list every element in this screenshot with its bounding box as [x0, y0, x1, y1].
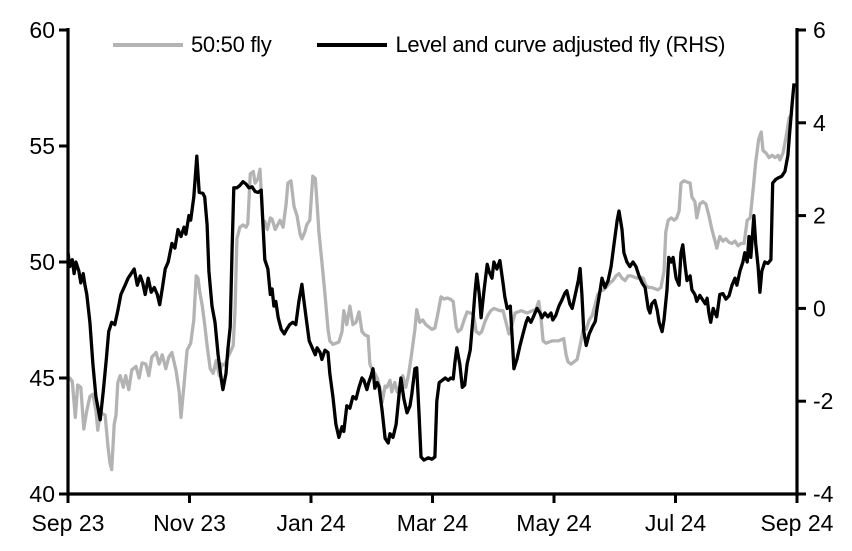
chart-legend: 50:50 fly Level and curve adjusted fly (… [113, 32, 726, 57]
svg-text:40: 40 [29, 481, 55, 507]
legend-item-5050-fly: 50:50 fly [113, 32, 272, 57]
svg-text:Jul 24: Jul 24 [645, 510, 707, 536]
svg-text:60: 60 [29, 17, 55, 43]
svg-text:45: 45 [29, 365, 55, 391]
legend-item-adjusted-fly: Level and curve adjusted fly (RHS) [317, 32, 726, 57]
svg-text:4: 4 [813, 110, 826, 136]
svg-text:50: 50 [29, 249, 55, 275]
svg-text:6: 6 [813, 17, 826, 43]
black-line-swatch [317, 43, 388, 47]
svg-text:Sep 23: Sep 23 [32, 510, 105, 536]
svg-text:May 24: May 24 [516, 510, 592, 536]
legend-label-adjusted-fly: Level and curve adjusted fly (RHS) [395, 32, 726, 57]
svg-text:2: 2 [813, 203, 826, 229]
svg-text:Jan 24: Jan 24 [276, 510, 345, 536]
legend-label-5050-fly: 50:50 fly [191, 32, 272, 57]
svg-text:55: 55 [29, 133, 55, 159]
svg-text:-2: -2 [813, 388, 833, 414]
svg-text:0: 0 [813, 295, 826, 321]
svg-text:-4: -4 [813, 481, 834, 507]
svg-text:Mar 24: Mar 24 [397, 510, 469, 536]
svg-text:Nov 23: Nov 23 [153, 510, 226, 536]
gray-line-swatch [113, 43, 183, 47]
svg-text:Sep 24: Sep 24 [761, 510, 834, 536]
